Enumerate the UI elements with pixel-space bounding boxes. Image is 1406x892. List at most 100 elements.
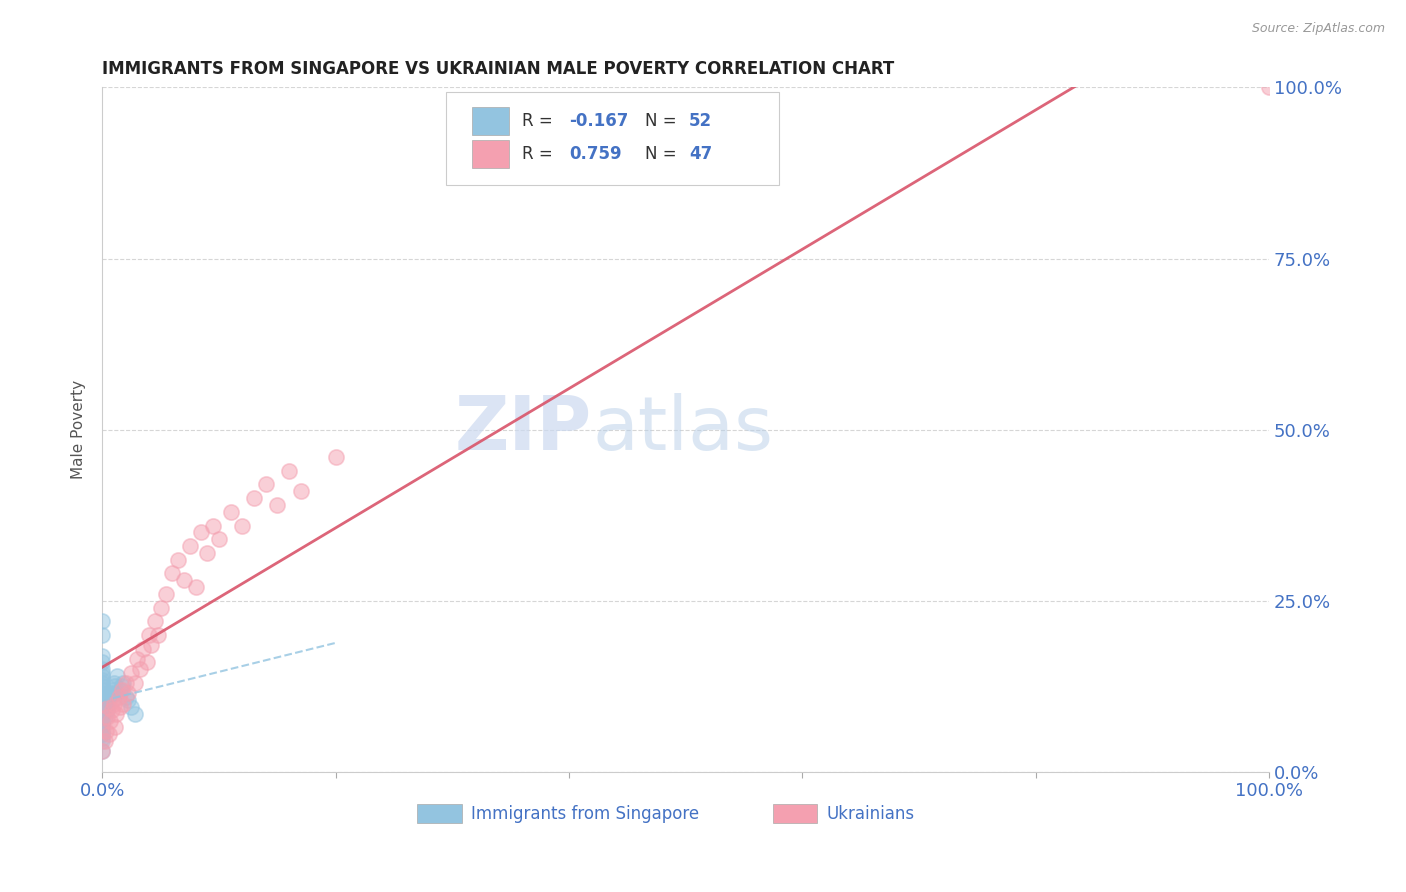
Text: Source: ZipAtlas.com: Source: ZipAtlas.com	[1251, 22, 1385, 36]
Point	[117, 693, 139, 707]
Point	[93, 734, 115, 748]
Point	[128, 662, 150, 676]
Point	[91, 669, 114, 683]
Point	[124, 706, 146, 721]
Point	[91, 680, 114, 694]
Point	[202, 518, 225, 533]
Point	[105, 706, 128, 721]
Text: R =: R =	[522, 145, 553, 163]
Point	[190, 525, 212, 540]
Point	[111, 680, 134, 694]
FancyBboxPatch shape	[472, 140, 509, 168]
Point	[111, 682, 134, 697]
Point	[96, 703, 118, 717]
Text: 47: 47	[689, 145, 713, 163]
Point	[96, 710, 118, 724]
Point	[97, 700, 120, 714]
Point	[108, 682, 131, 697]
Point	[120, 665, 142, 680]
Point	[231, 518, 253, 533]
Point	[112, 676, 135, 690]
Point	[91, 706, 114, 721]
Point	[91, 710, 114, 724]
Point	[124, 676, 146, 690]
Point	[184, 580, 207, 594]
Point	[179, 539, 201, 553]
Point	[91, 717, 114, 731]
Point	[91, 744, 114, 758]
Point	[91, 734, 114, 748]
Point	[94, 700, 117, 714]
Point	[141, 638, 163, 652]
Text: IMMIGRANTS FROM SINGAPORE VS UKRAINIAN MALE POVERTY CORRELATION CHART: IMMIGRANTS FROM SINGAPORE VS UKRAINIAN M…	[103, 60, 894, 78]
Text: R =: R =	[522, 112, 553, 130]
Point	[101, 693, 124, 707]
Point	[254, 477, 277, 491]
Point	[100, 703, 122, 717]
Point	[100, 714, 122, 728]
FancyBboxPatch shape	[472, 107, 509, 135]
Point	[120, 700, 142, 714]
Point	[103, 676, 125, 690]
Point	[91, 676, 114, 690]
Point	[104, 721, 127, 735]
Point	[98, 727, 121, 741]
Point	[105, 669, 128, 683]
Point	[93, 710, 115, 724]
Point	[149, 600, 172, 615]
Point	[160, 566, 183, 581]
Text: -0.167: -0.167	[569, 112, 628, 130]
Point	[117, 686, 139, 700]
Text: ZIP: ZIP	[456, 393, 592, 467]
Point	[91, 686, 114, 700]
Point	[243, 491, 266, 505]
Text: 0.759: 0.759	[569, 145, 621, 163]
Point	[127, 652, 149, 666]
Point	[104, 680, 127, 694]
Point	[91, 628, 114, 642]
Point	[112, 697, 135, 711]
Point	[91, 727, 114, 741]
Text: Ukrainians: Ukrainians	[827, 805, 915, 822]
Point	[132, 641, 155, 656]
Point	[97, 697, 120, 711]
Point	[98, 690, 121, 704]
Text: N =: N =	[645, 145, 676, 163]
Point	[91, 731, 114, 745]
Point	[91, 700, 114, 714]
Point	[91, 690, 114, 704]
Point	[91, 665, 114, 680]
Point	[108, 700, 131, 714]
Point	[91, 721, 114, 735]
Point	[148, 628, 170, 642]
Point	[91, 727, 114, 741]
Point	[91, 723, 114, 738]
Point	[143, 615, 166, 629]
Point	[91, 703, 114, 717]
FancyBboxPatch shape	[446, 92, 779, 185]
Point	[105, 686, 128, 700]
Point	[1258, 80, 1281, 95]
FancyBboxPatch shape	[773, 804, 817, 823]
Point	[155, 587, 177, 601]
Point	[91, 662, 114, 676]
Point	[94, 690, 117, 704]
Point	[103, 697, 125, 711]
Point	[277, 464, 299, 478]
Point	[100, 686, 122, 700]
Point	[114, 676, 136, 690]
Point	[91, 673, 114, 687]
Point	[91, 744, 114, 758]
Point	[91, 693, 114, 707]
Point	[325, 450, 347, 464]
Text: atlas: atlas	[592, 393, 773, 467]
Point	[208, 533, 231, 547]
Point	[266, 498, 288, 512]
Point	[100, 682, 122, 697]
Point	[91, 714, 114, 728]
Point	[91, 706, 114, 721]
Point	[138, 628, 160, 642]
Point	[91, 615, 114, 629]
Text: 52: 52	[689, 112, 713, 130]
Point	[91, 714, 114, 728]
